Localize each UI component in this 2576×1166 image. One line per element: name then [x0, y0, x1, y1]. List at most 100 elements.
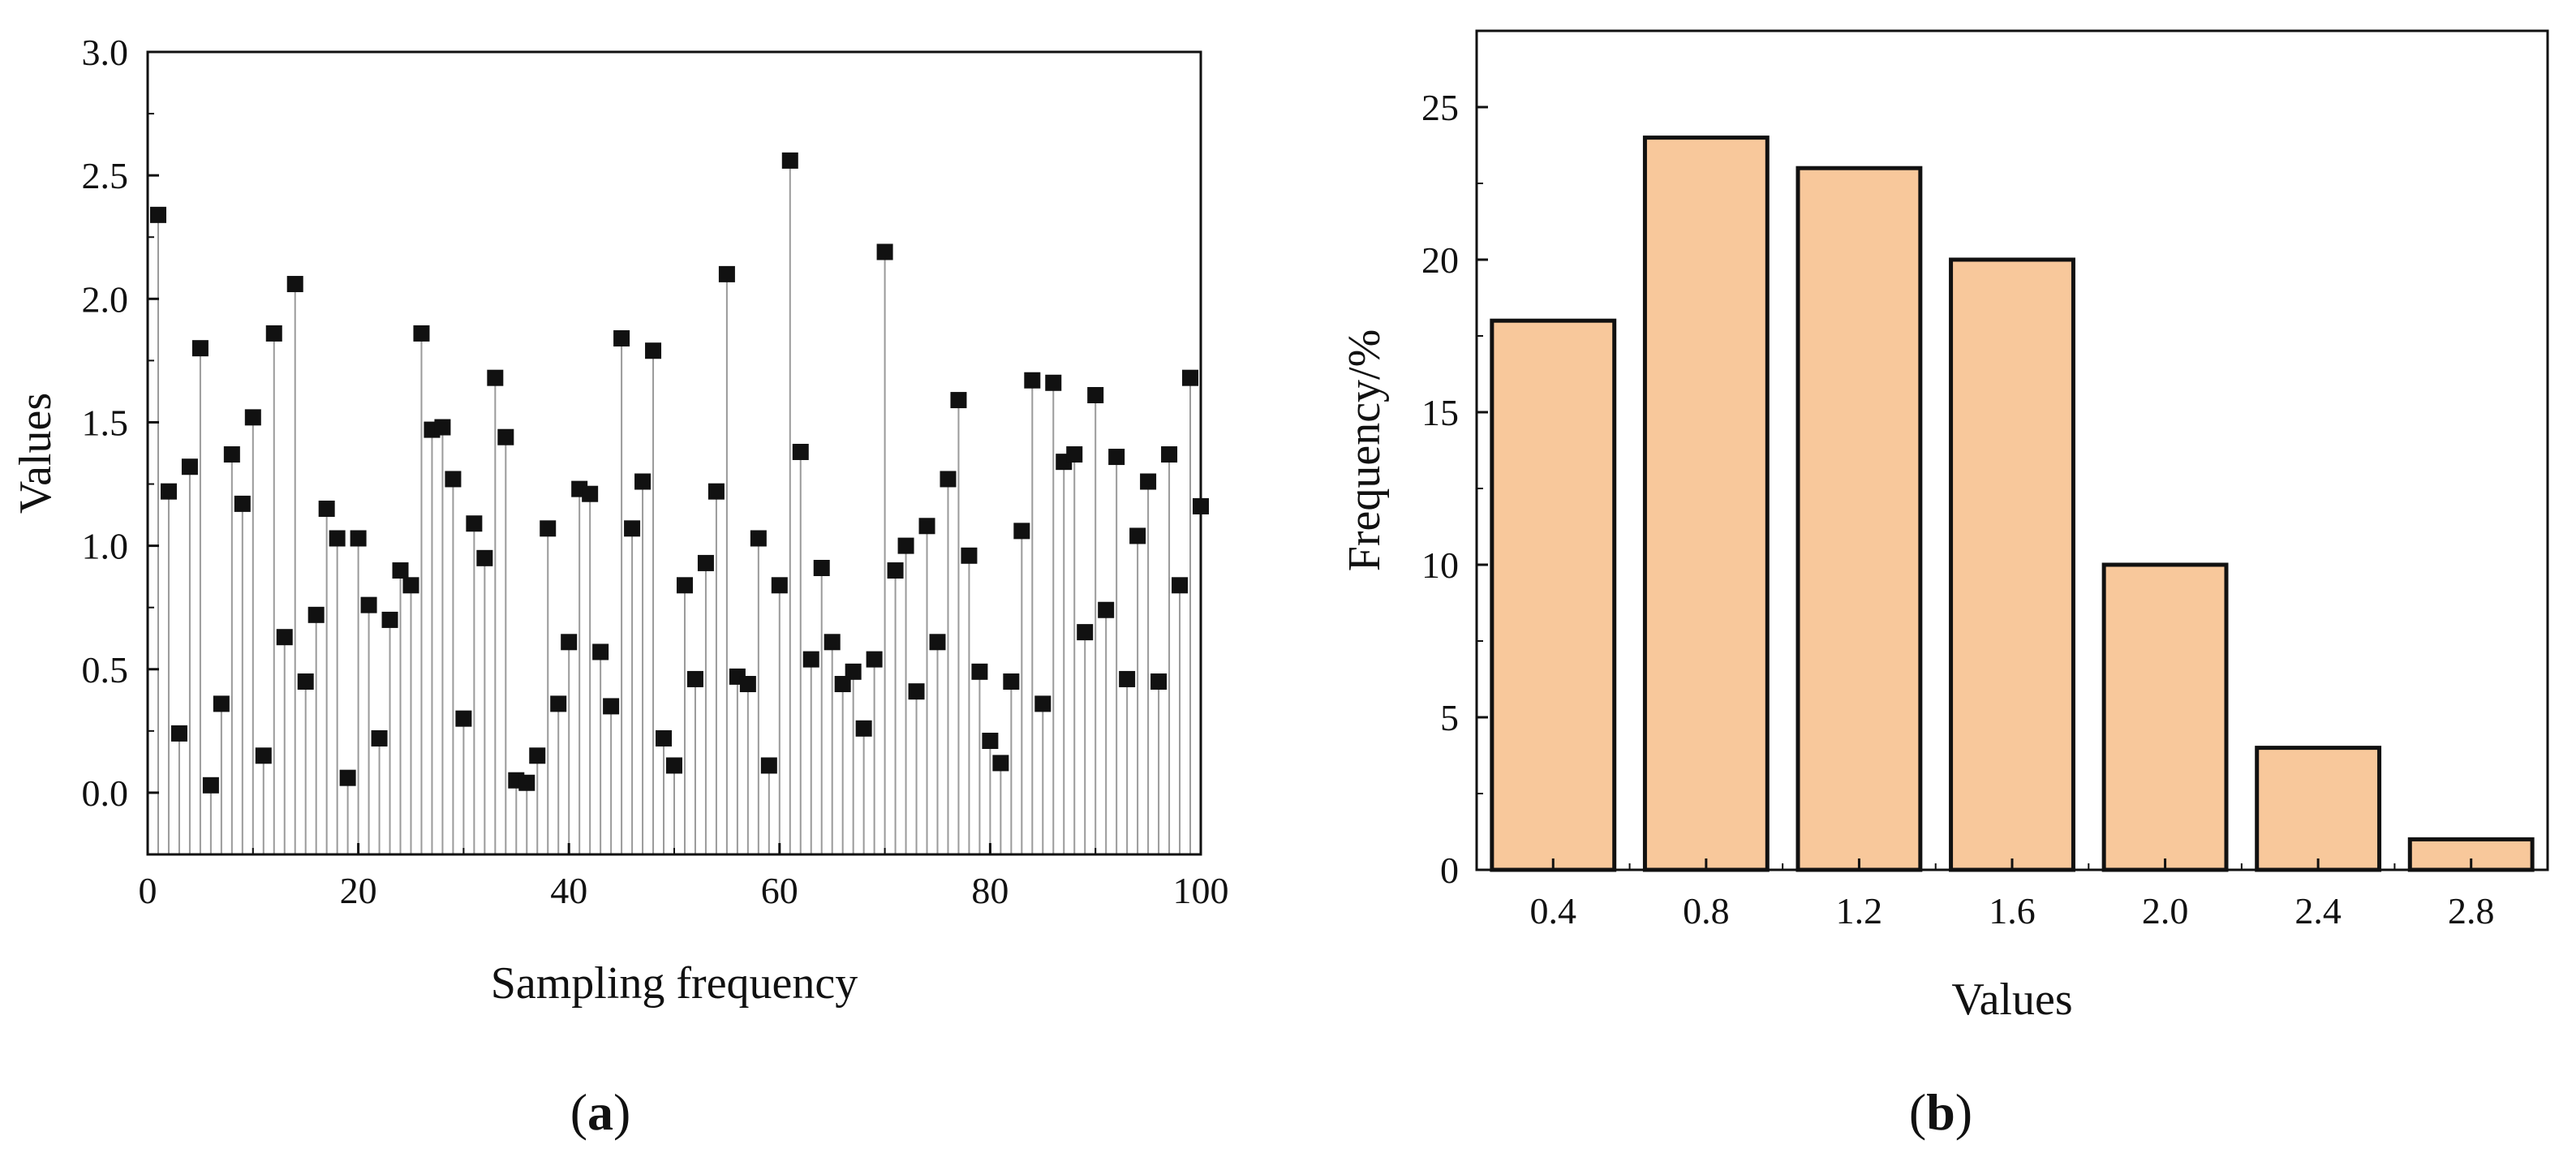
- data-point: [1003, 673, 1020, 690]
- data-point: [360, 596, 377, 613]
- data-point: [834, 676, 851, 693]
- x-axis-title: Sampling frequency: [491, 958, 858, 1009]
- data-point: [234, 495, 251, 512]
- data-point: [540, 520, 557, 537]
- x-axis-title: Values: [1951, 975, 2072, 1025]
- y-tick-label: 10: [1421, 544, 1459, 586]
- data-point: [750, 530, 767, 547]
- x-tick-label: 2.4: [2294, 890, 2342, 932]
- data-point: [466, 515, 483, 532]
- y-tick-label: 2.5: [82, 155, 129, 196]
- data-point: [160, 483, 177, 500]
- data-point: [413, 325, 430, 342]
- y-axis-title: Values: [11, 393, 61, 514]
- data-point: [392, 562, 409, 579]
- data-point: [603, 698, 620, 715]
- data-point: [634, 473, 652, 490]
- data-point: [202, 777, 219, 794]
- data-point: [929, 634, 946, 651]
- data-point: [1119, 670, 1136, 687]
- y-axis-title: Frequency/%: [1340, 329, 1390, 572]
- data-point: [497, 428, 514, 445]
- histogram-bar: [1642, 136, 1770, 872]
- data-point: [350, 530, 367, 547]
- data-point: [445, 471, 462, 488]
- histogram-bar: [2101, 562, 2229, 872]
- data-point: [1098, 601, 1115, 618]
- x-tick-label: 80: [971, 870, 1008, 911]
- data-point: [371, 729, 388, 746]
- data-point: [1182, 369, 1199, 386]
- data-point: [876, 243, 893, 260]
- y-tick-label: 0.0: [82, 772, 129, 814]
- data-point: [255, 747, 272, 764]
- data-point: [992, 755, 1009, 772]
- data-point: [297, 673, 314, 690]
- histogram-bar: [1795, 166, 1923, 872]
- data-point: [244, 409, 261, 426]
- data-point: [181, 458, 198, 475]
- data-point: [529, 747, 546, 764]
- data-point: [739, 676, 756, 693]
- data-point: [624, 520, 641, 537]
- data-point: [381, 611, 398, 628]
- data-point: [455, 710, 472, 727]
- data-point: [771, 577, 788, 594]
- data-point: [582, 485, 599, 502]
- data-point: [1024, 372, 1041, 389]
- histogram-bar: [1949, 257, 2075, 872]
- data-point: [855, 720, 872, 737]
- data-point: [656, 729, 673, 746]
- y-tick-label: 15: [1421, 392, 1459, 433]
- data-point: [1140, 473, 1157, 490]
- data-point: [318, 500, 335, 517]
- histogram-bar: [1490, 318, 1617, 872]
- x-tick-label: 1.2: [1836, 890, 1883, 932]
- y-tick-label: 0: [1440, 850, 1459, 891]
- data-point: [1013, 523, 1030, 540]
- data-point: [149, 206, 166, 223]
- plot-frame: [1475, 29, 2549, 871]
- data-point: [718, 265, 735, 282]
- data-point: [866, 651, 883, 668]
- data-point: [950, 392, 967, 409]
- data-point: [276, 629, 293, 646]
- data-point: [908, 683, 925, 700]
- data-point: [813, 560, 830, 577]
- data-point: [223, 446, 240, 463]
- data-point: [487, 369, 504, 386]
- data-point: [1077, 624, 1094, 641]
- data-point: [191, 340, 209, 357]
- histogram-bar: [2255, 746, 2382, 872]
- data-point: [170, 725, 187, 742]
- data-point: [645, 342, 662, 359]
- data-point: [1087, 386, 1104, 403]
- x-tick-label: 20: [340, 870, 377, 911]
- data-point: [476, 549, 493, 566]
- data-point: [339, 769, 356, 786]
- data-point: [802, 651, 819, 668]
- data-point: [845, 663, 862, 680]
- y-tick-label: 5: [1440, 697, 1459, 738]
- data-point: [550, 695, 567, 712]
- y-tick-label: 3.0: [82, 32, 129, 73]
- data-point: [760, 757, 777, 774]
- data-point: [918, 518, 935, 535]
- data-point: [613, 329, 630, 346]
- data-point: [286, 276, 303, 293]
- x-tick-label: 2.0: [2142, 890, 2189, 932]
- panel-label-a: (a): [570, 1083, 631, 1141]
- data-point: [887, 562, 904, 579]
- data-point: [897, 537, 914, 554]
- data-point: [792, 443, 809, 460]
- x-tick-label: 60: [761, 870, 798, 911]
- panel-label-b: (b): [1909, 1083, 1972, 1141]
- x-tick-label: 0.8: [1683, 890, 1730, 932]
- x-tick-label: 100: [1173, 870, 1229, 911]
- data-point: [213, 695, 230, 712]
- panel-a-stem-plot: 0.0 0.5 1.0 1.5 2.0 2.5 3.0 0 20 40 60 80 100 Samplin…: [11, 32, 1229, 1009]
- data-point: [265, 325, 282, 342]
- x-tick-label: 0: [139, 870, 157, 911]
- y-tick-label: 25: [1421, 87, 1459, 128]
